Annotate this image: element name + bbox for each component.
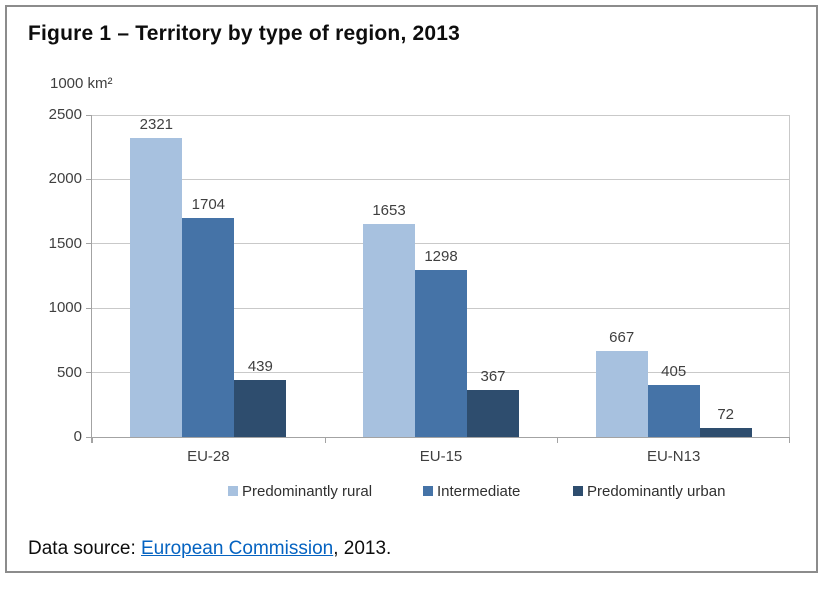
bar-value-label: 667 [609, 329, 635, 347]
y-axis-line [91, 115, 92, 443]
y-tick-mark [86, 114, 92, 116]
x-category-label: EU-28 [187, 448, 230, 465]
bar-value-label: 367 [480, 367, 506, 385]
bar-value-label: 1704 [191, 195, 226, 213]
y-tick-mark [86, 436, 92, 438]
y-tick-mark [86, 372, 92, 374]
data-source-suffix: , 2013. [333, 538, 392, 559]
bar-value-label: 1653 [372, 202, 406, 220]
legend-label: Predominantly rural [242, 483, 373, 500]
bar [467, 389, 519, 437]
source-link[interactable]: European Commission [141, 538, 334, 559]
x-tick-mark [557, 437, 559, 443]
y-tick-label: 500 [56, 363, 82, 381]
gridline [92, 178, 790, 180]
bar-value-label: 72 [717, 405, 734, 423]
bar-value-label: 1298 [424, 247, 458, 265]
x-tick-mark [324, 437, 326, 443]
bar-value-label: 2321 [139, 116, 174, 134]
legend-swatch [423, 486, 433, 496]
bar [234, 380, 287, 437]
plot-right-border [789, 115, 790, 437]
legend-label: Intermediate [437, 483, 521, 500]
y-tick-mark [86, 178, 92, 180]
gridline [92, 243, 790, 245]
gridline [92, 114, 790, 116]
data-source: Data source: European Commission, 2013. [28, 538, 391, 560]
x-axis-line [92, 436, 790, 438]
figure-title: Figure 1 – Territory by type of region, … [28, 22, 461, 45]
y-tick-mark [86, 307, 92, 309]
bar [130, 138, 183, 437]
x-category-label: EU-15 [419, 448, 463, 465]
bar-value-label: 439 [247, 358, 273, 376]
x-tick-mark [789, 437, 790, 443]
legend-label: Predominantly urban [587, 483, 726, 500]
bar [182, 217, 235, 437]
data-source-prefix: Data source: [28, 538, 141, 559]
y-axis-unit-label: 1000 km² [50, 75, 113, 92]
legend-swatch [228, 486, 238, 496]
legend-swatch [573, 486, 583, 496]
y-tick-label: 1000 [48, 299, 82, 317]
bar [595, 351, 648, 437]
bar [647, 384, 700, 437]
bar [363, 224, 415, 437]
y-tick-label: 0 [73, 428, 82, 445]
y-tick-label: 2000 [48, 170, 82, 188]
bar-value-label: 405 [661, 362, 687, 380]
bar [415, 269, 467, 437]
y-tick-mark [86, 243, 92, 245]
bar [699, 427, 752, 437]
y-tick-label: 1500 [48, 234, 82, 252]
x-category-label: EU-N13 [646, 448, 701, 465]
y-tick-label: 2500 [48, 106, 82, 123]
x-tick-mark [92, 437, 93, 443]
